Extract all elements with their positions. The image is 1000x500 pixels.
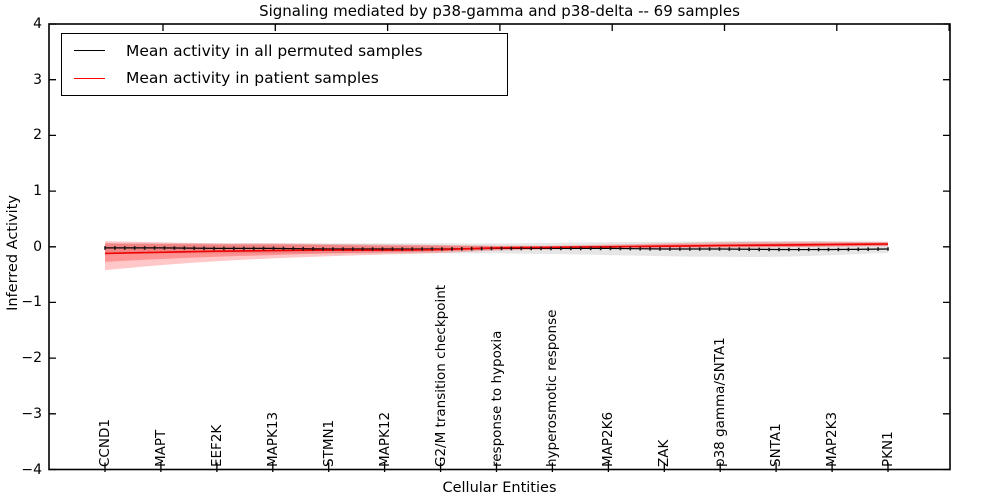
x-tick-label: PKN1 [880, 430, 896, 467]
x-tick-label: hyperosmotic response [544, 309, 561, 467]
y-tick-label: 3 [33, 71, 42, 88]
chart-title: Signaling mediated by p38-gamma and p38-… [259, 2, 740, 20]
x-tick-label: MAP2K6 [600, 411, 617, 467]
y-tick-label: 0 [33, 238, 42, 255]
y-tick-label: 1 [33, 183, 42, 200]
x-tick-label: response to hypoxia [488, 330, 505, 467]
x-tick-label: p38 gamma/SNTA1 [712, 336, 729, 467]
y-tick-label: 4 [33, 16, 42, 32]
legend-label-patient: Mean activity in patient samples [126, 69, 379, 88]
y-tick-label: −1 [21, 294, 42, 311]
x-tick-label: ZAK [656, 439, 673, 467]
x-tick-label: CCND1 [97, 418, 113, 467]
patient-sample-range-inner-band [105, 242, 888, 262]
x-tick-label: MAP2K3 [824, 411, 841, 467]
x-tick-label: SNTA1 [768, 422, 785, 467]
x-axis-label: Cellular Entities [442, 480, 557, 496]
patient-line-sample-icon [74, 77, 105, 79]
y-tick-label: −3 [21, 405, 42, 422]
x-tick-label: G2/M transition checkpoint [432, 284, 449, 467]
x-tick-label: EEF2K [208, 424, 225, 467]
legend: Mean activity in all permuted samples Me… [61, 33, 508, 96]
y-tick-label: 2 [33, 127, 42, 144]
entity-markers [104, 246, 889, 252]
x-tick-label: MAPT [152, 429, 169, 467]
axes-frame [48, 23, 951, 471]
x-tick-label: MAPK12 [376, 411, 393, 467]
x-tick-label: STMN1 [320, 419, 337, 467]
legend-label-permuted: Mean activity in all permuted samples [126, 41, 423, 60]
legend-item-permuted: Mean activity in all permuted samples [62, 38, 507, 64]
permuted-line-sample-icon [74, 50, 105, 52]
x-tick-label: MAPK13 [264, 411, 281, 467]
legend-item-patient: Mean activity in patient samples [62, 65, 507, 91]
patient-mean-line [104, 243, 889, 255]
y-tick-label: −4 [21, 461, 42, 478]
y-tick-label: −2 [21, 350, 42, 367]
